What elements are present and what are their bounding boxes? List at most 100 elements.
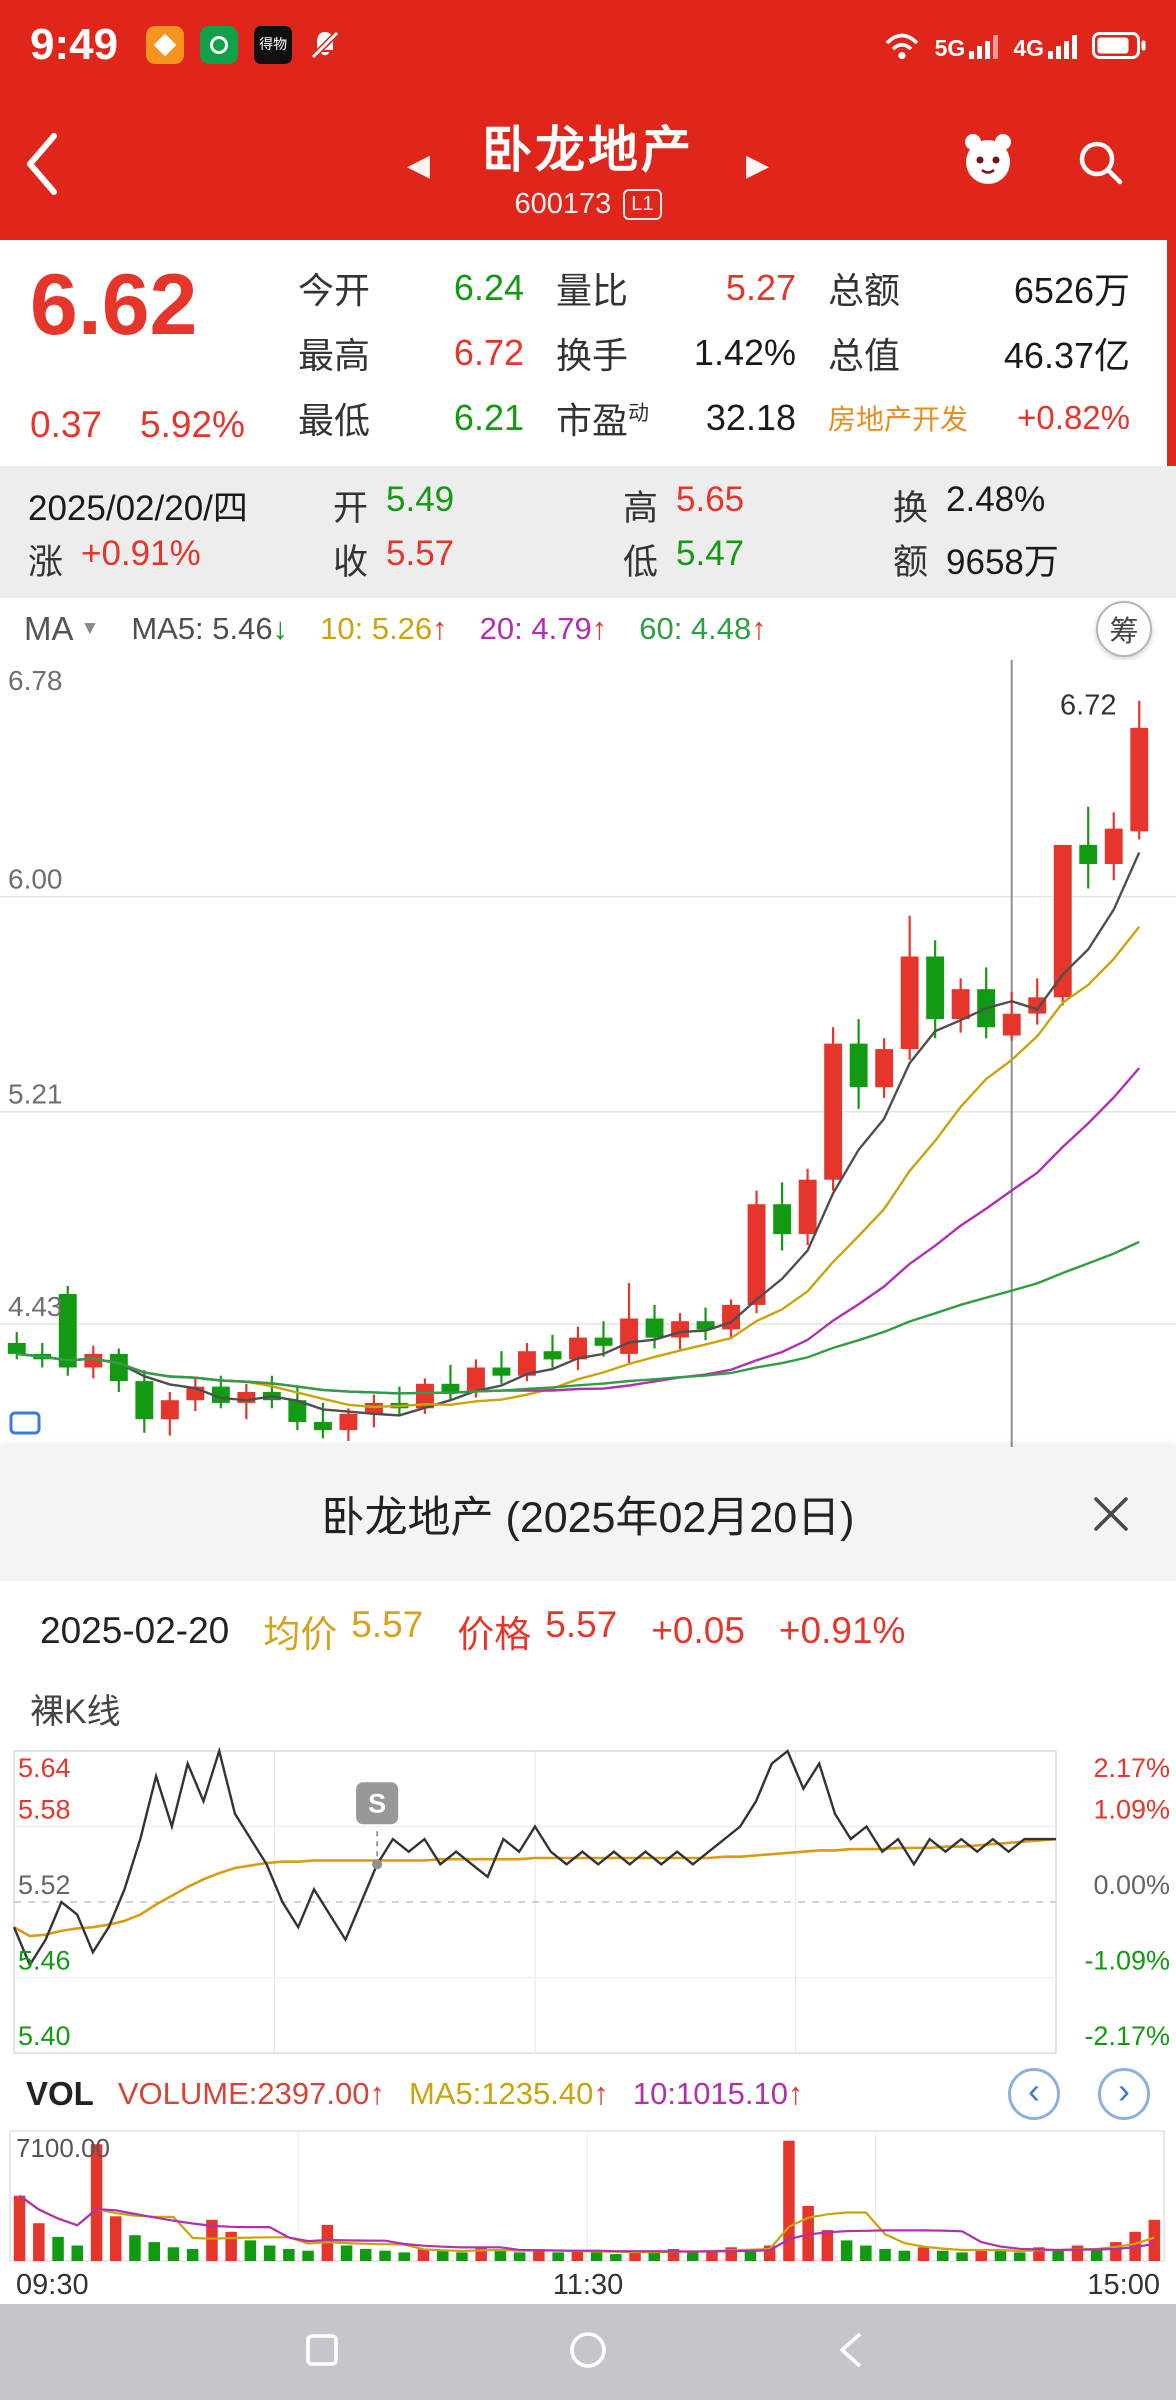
kline-chart[interactable]: 6.78 6.00 5.21 4.43 6.72 xyxy=(0,660,1176,1447)
back-button[interactable] xyxy=(18,128,70,205)
network-4g: 4G xyxy=(1013,31,1078,60)
open-cell: 今开 6.24 xyxy=(298,267,524,312)
pe-ratio-cell: 市盈动 32.18 xyxy=(556,396,796,441)
intraday-change: +0.05 xyxy=(651,1610,745,1651)
ma-selector[interactable]: MA ▼ xyxy=(24,610,100,647)
chevron-down-icon: ▼ xyxy=(80,618,100,639)
svg-text:0.00%: 0.00% xyxy=(1093,1870,1170,1900)
svg-text:5.46: 5.46 xyxy=(18,1946,71,1976)
android-nav-bar xyxy=(0,2304,1176,2400)
svg-text:-1.09%: -1.09% xyxy=(1084,1946,1170,1976)
indicator-pager: ‹ › xyxy=(1008,2068,1150,2120)
search-icon[interactable] xyxy=(1072,134,1128,195)
clock: 9:49 xyxy=(30,20,119,69)
volume-value: VOLUME:2397.00↑ xyxy=(117,2076,385,2111)
svg-text:4.43: 4.43 xyxy=(8,1291,63,1322)
vol-label: VOL xyxy=(26,2075,94,2112)
volume-ma5-value: MA5:1235.40↑ xyxy=(408,2076,609,2111)
app-badge-orange-icon xyxy=(146,26,185,64)
wifi-icon xyxy=(885,33,918,60)
level-badge: L1 xyxy=(623,188,662,220)
status-bar: 9:49 得物 5G xyxy=(0,0,1176,90)
svg-text:7100.00: 7100.00 xyxy=(16,2133,110,2163)
high-cell: 最高 6.72 xyxy=(298,331,524,376)
stock-title: 卧龙地产 xyxy=(482,121,694,178)
crosshair-high: 高 5.65 xyxy=(623,479,745,528)
crosshair-turnover: 换 2.48% xyxy=(893,479,1046,528)
sheet-title: 卧龙地产 (2025年02月20日) xyxy=(321,1494,855,1542)
low-cell: 最低 6.21 xyxy=(298,396,524,441)
home-button[interactable] xyxy=(562,2324,614,2381)
top-red-area: 9:49 得物 5G xyxy=(0,0,1176,240)
ma5-value: MA5: 5.46↓ xyxy=(131,611,289,646)
stock-code: 600173 xyxy=(514,187,612,220)
dewu-badge-icon: 得物 xyxy=(254,26,293,64)
svg-text:6.72: 6.72 xyxy=(1060,690,1116,722)
intraday-price: 价格 5.57 xyxy=(457,1604,618,1655)
price-block: 6.62 0.37 5.92% xyxy=(0,240,298,466)
prev-stock-icon[interactable]: ◀ xyxy=(406,148,430,182)
intraday-change-pct: +0.91% xyxy=(778,1610,906,1651)
close-icon[interactable] xyxy=(1088,1491,1134,1542)
quote-panel[interactable]: 6.62 0.37 5.92% 今开 6.24 量比 5.27 总额 6526万 最高… xyxy=(0,240,1176,466)
landscape-icon[interactable] xyxy=(8,1408,42,1443)
mute-bell-icon xyxy=(310,30,340,60)
next-stock-icon[interactable]: ▶ xyxy=(746,148,770,182)
intraday-chart[interactable]: S 5.64 2.17% 5.58 1.09% 5.52 0.00% 5.46 -1.09% 5.… xyxy=(0,1743,1176,2061)
turnover-amount-cell: 总额 6526万 xyxy=(828,270,1130,312)
avg-price: 均价 5.57 xyxy=(263,1604,424,1655)
svg-text:6.00: 6.00 xyxy=(8,864,63,895)
svg-text:5.64: 5.64 xyxy=(18,1753,71,1783)
intraday-date: 2025-02-20 xyxy=(40,1610,230,1651)
next-indicator-button[interactable]: › xyxy=(1098,2068,1150,2120)
mascot-icon[interactable] xyxy=(958,130,1018,195)
time-tick-open: 09:30 xyxy=(16,2269,89,2301)
crosshair-low: 低 5.47 xyxy=(623,533,745,582)
nav-header: ◀ 卧龙地产 600173 L1 ▶ xyxy=(0,90,1176,240)
time-tick-close: 15:00 xyxy=(1087,2269,1160,2301)
volume-indicator-bar: VOL VOLUME:2397.00↑ MA5:1235.40↑ 10:1015… xyxy=(0,2061,1176,2127)
crosshair-change: 涨 +0.91% xyxy=(28,533,201,582)
app-badge-green-icon xyxy=(200,26,239,64)
quote-grid: 今开 6.24 量比 5.27 总额 6526万 最高 6.72 换手 1.42% 总值 4… xyxy=(298,240,1176,466)
svg-text:5.52: 5.52 xyxy=(18,1870,71,1900)
intraday-info-row: 2025-02-20 均价 5.57 价格 5.57 +0.05 +0.91% xyxy=(0,1581,1176,1681)
sector-link[interactable]: 房地产开发 +0.82% xyxy=(828,398,1130,436)
signal-bars-4g-icon xyxy=(1048,34,1077,59)
volume-chart[interactable]: 7100.00 xyxy=(0,2127,1176,2267)
ma10-value: 10: 5.26↑ xyxy=(320,611,448,646)
price-change-pct: 5.92% xyxy=(140,404,245,445)
current-price: 6.62 xyxy=(30,257,198,353)
network-5g: 5G xyxy=(935,31,1000,60)
crosshair-open: 开 5.49 xyxy=(333,479,455,528)
svg-text:2.17%: 2.17% xyxy=(1093,1753,1170,1783)
volume-ratio-cell: 量比 5.27 xyxy=(556,267,796,312)
chip-distribution-button[interactable]: 筹 xyxy=(1096,601,1152,657)
price-change: 0.37 xyxy=(30,404,103,445)
market-cap-cell: 总值 46.37亿 xyxy=(828,334,1130,376)
crosshair-info-panel: 2025/02/20/四 开 5.49 高 5.65 换 2.48% 涨 +0.91% … xyxy=(0,466,1176,598)
crosshair-close: 收 5.57 xyxy=(333,533,455,582)
recents-button[interactable] xyxy=(296,2324,348,2381)
signal-bars-5g-icon xyxy=(969,34,999,59)
svg-text:1.09%: 1.09% xyxy=(1093,1795,1170,1825)
svg-text:-2.17%: -2.17% xyxy=(1084,2021,1170,2051)
ma60-value: 60: 4.48↑ xyxy=(639,611,767,646)
prev-indicator-button[interactable]: ‹ xyxy=(1008,2068,1060,2120)
ma20-value: 20: 4.79↑ xyxy=(479,611,608,646)
turnover-rate-cell: 换手 1.42% xyxy=(556,331,796,376)
crosshair-date: 2025/02/20/四 xyxy=(28,488,248,528)
crosshair-row-2: 涨 +0.91% 收 5.57 低 5.47 额 9658万 xyxy=(28,534,1148,585)
svg-text:5.58: 5.58 xyxy=(18,1795,71,1825)
price-change-row: 0.37 5.92% xyxy=(30,404,298,446)
volume-ma10-value: 10:1015.10↑ xyxy=(632,2076,804,2111)
time-tick-mid: 11:30 xyxy=(552,2269,624,2301)
status-right-icons: 5G 4G xyxy=(883,30,1146,60)
svg-text:S: S xyxy=(368,1788,386,1818)
back-nav-button[interactable] xyxy=(828,2324,880,2381)
crosshair-row-1: 2025/02/20/四 开 5.49 高 5.65 换 2.48% xyxy=(28,480,1148,531)
sheet-header: 卧龙地产 (2025年02月20日) xyxy=(0,1447,1176,1581)
daily-detail-sheet: 卧龙地产 (2025年02月20日) 2025-02-20 均价 5.57 价格 5… xyxy=(0,1447,1176,2304)
crosshair-amount: 额 9658万 xyxy=(893,542,1059,582)
